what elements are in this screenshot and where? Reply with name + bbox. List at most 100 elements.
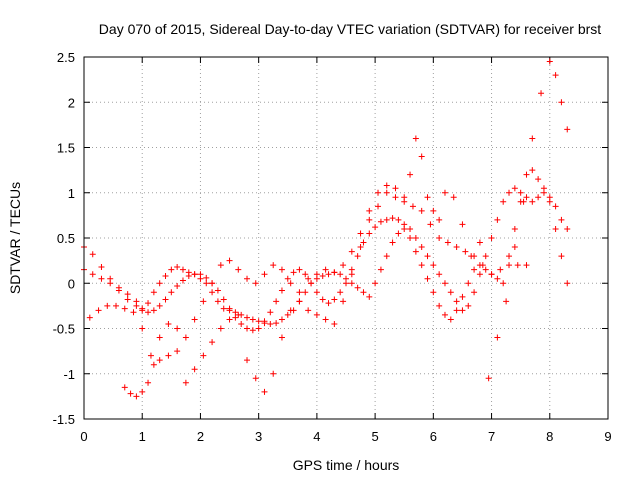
data-point bbox=[209, 280, 216, 287]
data-point bbox=[191, 316, 198, 323]
y-tick-labels: 2.5 2 1.5 1 0.5 0 -0.5 -1 -1.5 bbox=[53, 50, 75, 427]
data-point bbox=[540, 185, 547, 192]
data-point bbox=[348, 248, 355, 255]
data-point bbox=[564, 126, 571, 133]
data-point bbox=[217, 262, 224, 269]
data-point bbox=[337, 289, 344, 296]
data-point bbox=[244, 357, 251, 364]
data-point bbox=[133, 393, 140, 400]
y-tick-label: 1 bbox=[68, 186, 75, 201]
data-point bbox=[232, 309, 239, 316]
data-point bbox=[244, 325, 251, 332]
data-point bbox=[232, 314, 239, 321]
data-point bbox=[252, 375, 259, 382]
data-point bbox=[261, 271, 268, 278]
data-point bbox=[165, 352, 172, 359]
data-point bbox=[278, 266, 285, 273]
data-point bbox=[249, 316, 256, 323]
data-point bbox=[375, 189, 382, 196]
series-track-a bbox=[81, 185, 571, 334]
data-point bbox=[348, 271, 355, 278]
data-point bbox=[430, 262, 437, 269]
data-point bbox=[165, 320, 172, 327]
y-tick-label: 2 bbox=[68, 95, 75, 110]
data-point bbox=[424, 275, 431, 282]
y-tick-label: 1.5 bbox=[57, 141, 75, 156]
x-tick-label: 4 bbox=[313, 429, 320, 444]
y-tick-label: -1 bbox=[63, 367, 75, 382]
data-point bbox=[375, 203, 382, 210]
data-point bbox=[377, 218, 384, 225]
data-point bbox=[174, 348, 181, 355]
data-point bbox=[366, 293, 373, 300]
data-point bbox=[191, 366, 198, 373]
data-point bbox=[430, 289, 437, 296]
data-point bbox=[162, 296, 169, 303]
data-point bbox=[121, 305, 128, 312]
data-point bbox=[348, 280, 355, 287]
data-point bbox=[115, 284, 122, 291]
data-point bbox=[564, 225, 571, 232]
data-point bbox=[552, 225, 559, 232]
data-point bbox=[179, 277, 186, 284]
data-point bbox=[511, 244, 518, 251]
data-point bbox=[235, 311, 242, 318]
data-point bbox=[179, 266, 186, 273]
data-point bbox=[261, 388, 268, 395]
data-point bbox=[357, 230, 364, 237]
data-point bbox=[261, 320, 268, 327]
data-point bbox=[313, 311, 320, 318]
data-point bbox=[98, 275, 105, 282]
data-point bbox=[182, 334, 189, 341]
data-point bbox=[89, 271, 96, 278]
data-point bbox=[226, 307, 233, 314]
data-point bbox=[511, 225, 518, 232]
data-point bbox=[174, 325, 181, 332]
x-axis-label: GPS time / hours bbox=[293, 457, 400, 473]
data-point bbox=[453, 298, 460, 305]
x-tick-labels: 0 1 2 3 4 5 6 7 8 9 bbox=[80, 429, 611, 444]
data-point bbox=[447, 289, 454, 296]
data-point bbox=[401, 198, 408, 205]
data-point bbox=[538, 90, 545, 97]
data-point bbox=[214, 298, 221, 305]
data-point bbox=[168, 266, 175, 273]
data-point bbox=[249, 327, 256, 334]
data-point bbox=[552, 72, 559, 79]
data-point bbox=[494, 275, 501, 282]
data-point bbox=[331, 320, 338, 327]
data-point bbox=[203, 274, 210, 281]
data-point bbox=[287, 307, 294, 314]
data-point bbox=[130, 309, 137, 316]
data-point bbox=[535, 194, 542, 201]
data-point bbox=[313, 289, 320, 296]
data-point bbox=[436, 235, 443, 241]
data-point bbox=[401, 225, 408, 232]
data-point bbox=[424, 253, 431, 260]
data-point bbox=[244, 314, 251, 321]
data-point bbox=[482, 266, 489, 273]
data-point bbox=[139, 388, 146, 395]
data-point bbox=[238, 320, 245, 327]
data-point bbox=[389, 239, 396, 246]
data-point bbox=[150, 289, 157, 296]
data-point bbox=[476, 239, 483, 246]
data-point bbox=[564, 280, 571, 287]
data-point bbox=[302, 289, 309, 296]
series-track-d bbox=[121, 58, 571, 400]
data-point bbox=[226, 257, 233, 264]
data-point bbox=[407, 171, 414, 178]
data-point bbox=[145, 309, 152, 316]
x-tick-label: 2 bbox=[197, 429, 204, 444]
data-point bbox=[468, 253, 475, 260]
chart-title: Day 070 of 2015, Sidereal Day-to-day VTE… bbox=[99, 21, 601, 37]
data-point bbox=[267, 309, 274, 316]
data-point bbox=[354, 284, 361, 291]
data-point bbox=[226, 316, 233, 323]
data-point bbox=[162, 273, 169, 280]
data-point bbox=[392, 185, 399, 192]
data-point bbox=[322, 266, 329, 273]
data-point bbox=[150, 307, 157, 314]
data-point bbox=[436, 216, 443, 223]
